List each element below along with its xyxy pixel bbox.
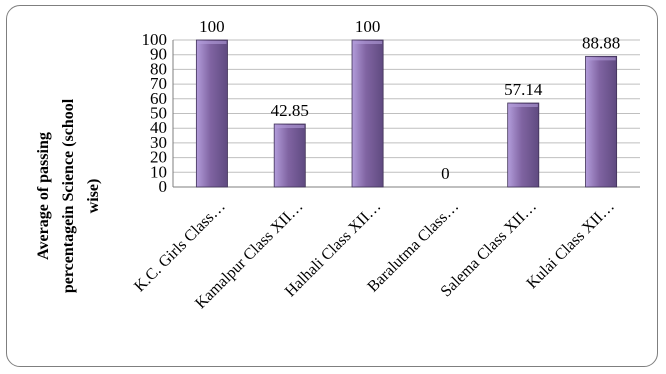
- data-label: 0: [441, 164, 450, 183]
- y-axis-title: Average of passing percentagein Science (…: [35, 98, 102, 293]
- axes: [172, 40, 640, 188]
- y-axis-title-line: Average of passing: [35, 132, 52, 260]
- gridlines: [173, 39, 640, 188]
- bar: [351, 39, 384, 188]
- bars: [195, 39, 618, 188]
- y-tick-label: 20: [150, 148, 167, 167]
- data-label: 88.88: [582, 33, 620, 52]
- bar: [507, 102, 540, 188]
- data-label: 100: [199, 17, 225, 36]
- y-tick-label: 0: [159, 177, 168, 196]
- data-label: 57.14: [504, 80, 543, 99]
- y-tick-label: 50: [150, 104, 167, 123]
- bar-highlight: [353, 41, 383, 44]
- bar-highlight: [508, 104, 538, 108]
- y-tick-label: 80: [150, 59, 167, 78]
- data-label: 100: [355, 17, 381, 36]
- y-tick-label: 70: [150, 74, 167, 93]
- x-tick-labels: K.C. Girls Class…Kamalpur Class XII…Halh…: [131, 198, 618, 312]
- y-axis-title-line: percentagein Science (school: [60, 98, 77, 293]
- bar-highlight: [197, 41, 227, 44]
- y-axis-title-line: wise): [85, 179, 102, 214]
- bar-highlight: [275, 125, 305, 129]
- bar: [195, 39, 228, 188]
- data-labels: 100 42.85 100 0 57.14 88.88: [199, 17, 620, 183]
- data-label: 42.85: [271, 101, 309, 120]
- bar-highlight: [586, 57, 616, 61]
- y-tick-label: 10: [150, 162, 167, 181]
- y-tick-label: 60: [150, 89, 167, 108]
- y-tick-label: 30: [150, 133, 167, 152]
- y-tick-label: 100: [142, 30, 168, 49]
- y-tick-label: 90: [150, 45, 167, 64]
- y-tick-label: 40: [150, 118, 167, 137]
- chart-frame: [6, 5, 658, 367]
- bar: [273, 123, 306, 188]
- bar: [585, 55, 618, 188]
